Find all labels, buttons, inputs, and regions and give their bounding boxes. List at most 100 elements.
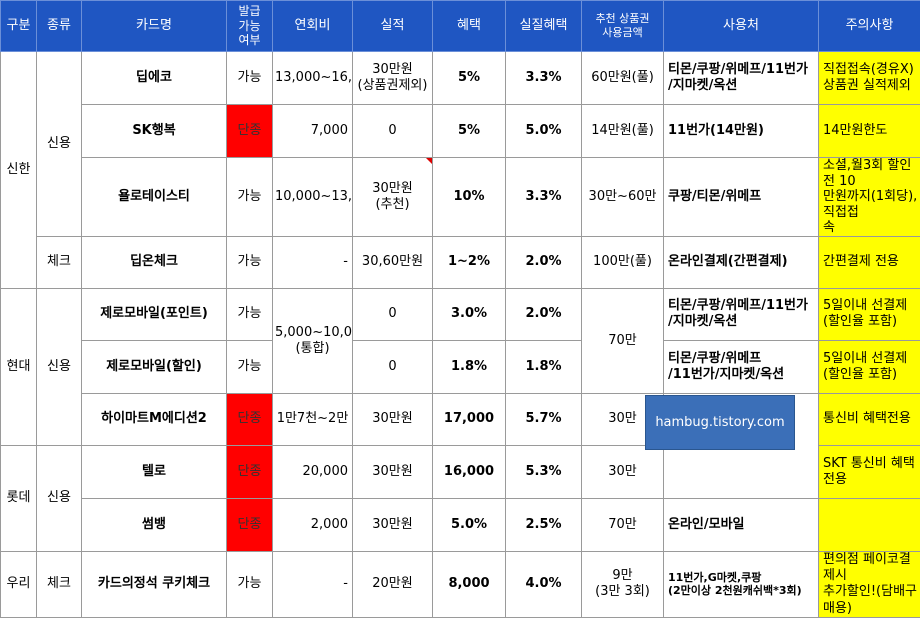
type-cell: 신용	[37, 52, 82, 237]
real-benefit-cell: 5.0%	[506, 105, 582, 158]
card-name-cell: 하이마트M에디션2	[82, 393, 227, 445]
recommended-amount-cell: 70만	[582, 288, 664, 393]
benefit-cell: 5.0%	[433, 498, 506, 551]
benefit-cell: 1.8%	[433, 340, 506, 393]
annual-fee-cell: -	[273, 551, 353, 617]
table-row: 욜로테이스티 가능 10,000~13,000 30만원 (추천) 10% 3.…	[1, 158, 920, 237]
card-name-cell: 텔로	[82, 445, 227, 498]
annual-fee-cell: 20,000	[273, 445, 353, 498]
usage-cell: 11번가,G마켓,쿠팡 (2만이상 2천원캐쉬백*3회)	[664, 551, 819, 617]
note-cell: 5일이내 선결제 (할인율 포함)	[819, 340, 920, 393]
annual-fee-cell: 7,000	[273, 105, 353, 158]
table-row: 현대 신용 제로모바일(포인트) 가능 5,000~10,000 (통합) 0 …	[1, 288, 920, 340]
header-real-benefit: 실질혜택	[506, 1, 582, 52]
real-benefit-cell: 2.0%	[506, 236, 582, 288]
note-cell	[819, 498, 920, 551]
note-cell: 14만원한도	[819, 105, 920, 158]
table-row: 신한 신용 딥에코 가능 13,000~16,000 30만원 (상품권제외) …	[1, 52, 920, 105]
performance-cell: 0	[353, 340, 433, 393]
recommended-amount-cell: 30만~60만	[582, 158, 664, 237]
availability-cell: 가능	[227, 288, 273, 340]
recommended-amount-cell: 9만 (3만 3회)	[582, 551, 664, 617]
annual-fee-cell: 1만7천~2만	[273, 393, 353, 445]
table-row: 체크 딥온체크 가능 - 30,60만원 1~2% 2.0% 100만(풀) 온…	[1, 236, 920, 288]
recommended-amount-cell: 100만(풀)	[582, 236, 664, 288]
availability-cell: 가능	[227, 340, 273, 393]
real-benefit-cell: 3.3%	[506, 52, 582, 105]
card-name-cell: 욜로테이스티	[82, 158, 227, 237]
type-cell: 신용	[37, 288, 82, 445]
benefit-cell: 17,000	[433, 393, 506, 445]
group-cell: 신한	[1, 52, 37, 289]
availability-cell: 단종	[227, 498, 273, 551]
card-name-cell: 카드의정석 쿠키체크	[82, 551, 227, 617]
benefit-cell: 1~2%	[433, 236, 506, 288]
usage-cell: 티몬/쿠팡/위메프/11번가 /지마켓/옥션	[664, 288, 819, 340]
note-cell: 통신비 혜택전용	[819, 393, 920, 445]
note-cell: 5일이내 선결제 (할인율 포함)	[819, 288, 920, 340]
annual-fee-cell: 2,000	[273, 498, 353, 551]
table-row: 제로모바일(할인) 가능 0 1.8% 1.8% 티몬/쿠팡/위메프 /11번가…	[1, 340, 920, 393]
usage-cell: 티몬/쿠팡/위메프/11번가 /지마켓/옥션	[664, 52, 819, 105]
header-group: 구분	[1, 1, 37, 52]
card-name-cell: 제로모바일(포인트)	[82, 288, 227, 340]
performance-cell: 0	[353, 105, 433, 158]
availability-cell: 단종	[227, 105, 273, 158]
table-row: 우리 체크 카드의정석 쿠키체크 가능 - 20만원 8,000 4.0% 9만…	[1, 551, 920, 617]
real-benefit-cell: 3.3%	[506, 158, 582, 237]
header-card-name: 카드명	[82, 1, 227, 52]
annual-fee-cell: 13,000~16,000	[273, 52, 353, 105]
performance-cell: 30만원 (추천)	[353, 158, 433, 237]
header-recommended-amount: 추천 상품권 사용금액	[582, 1, 664, 52]
recommended-amount-cell: 30만	[582, 445, 664, 498]
annual-fee-cell: 10,000~13,000	[273, 158, 353, 237]
group-cell: 현대	[1, 288, 37, 445]
performance-cell: 20만원	[353, 551, 433, 617]
availability-cell: 가능	[227, 551, 273, 617]
benefit-cell: 3.0%	[433, 288, 506, 340]
card-name-cell: 딥온체크	[82, 236, 227, 288]
group-cell: 우리	[1, 551, 37, 617]
availability-cell: 가능	[227, 52, 273, 105]
performance-cell: 30만원	[353, 498, 433, 551]
card-name-cell: 썸뱅	[82, 498, 227, 551]
performance-cell: 30만원	[353, 393, 433, 445]
recommended-amount-cell: 14만원(풀)	[582, 105, 664, 158]
usage-cell: 쿠팡/티몬/위메프	[664, 158, 819, 237]
benefit-cell: 5%	[433, 52, 506, 105]
usage-cell: 온라인결제(간편결제)	[664, 236, 819, 288]
header-notes: 주의사항	[819, 1, 920, 52]
availability-cell: 가능	[227, 236, 273, 288]
card-name-cell: 제로모바일(할인)	[82, 340, 227, 393]
performance-cell: 30만원 (상품권제외)	[353, 52, 433, 105]
recommended-amount-cell: 60만원(풀)	[582, 52, 664, 105]
note-cell: 소셜,월3회 할인전 10 만원까지(1회당),직접접 속	[819, 158, 920, 237]
header-performance: 실적	[353, 1, 433, 52]
real-benefit-cell: 1.8%	[506, 340, 582, 393]
note-cell: 직접접속(경유X) 상품권 실적제외	[819, 52, 920, 105]
table-row: SK행복 단종 7,000 0 5% 5.0% 14만원(풀) 11번가(14만…	[1, 105, 920, 158]
card-name-cell: 딥에코	[82, 52, 227, 105]
annual-fee-cell: -	[273, 236, 353, 288]
watermark-badge: hambug.tistory.com	[645, 395, 795, 450]
benefit-cell: 5%	[433, 105, 506, 158]
note-cell: 편의점 페이코결제시 추가할인!(담배구매용)	[819, 551, 920, 617]
header-availability: 발급 가능 여부	[227, 1, 273, 52]
header-usage: 사용처	[664, 1, 819, 52]
real-benefit-cell: 4.0%	[506, 551, 582, 617]
note-cell: 간편결제 전용	[819, 236, 920, 288]
usage-cell: 11번가(14만원)	[664, 105, 819, 158]
type-cell: 체크	[37, 236, 82, 288]
header-annual-fee: 연회비	[273, 1, 353, 52]
real-benefit-cell: 2.5%	[506, 498, 582, 551]
recommended-amount-cell: 70만	[582, 498, 664, 551]
benefit-cell: 16,000	[433, 445, 506, 498]
usage-cell: 티몬/쿠팡/위메프 /11번가/지마켓/옥션	[664, 340, 819, 393]
group-cell: 롯데	[1, 445, 37, 551]
performance-cell: 0	[353, 288, 433, 340]
type-cell: 신용	[37, 445, 82, 551]
header-row: 구분 종류 카드명 발급 가능 여부 연회비 실적 혜택 실질혜택 추천 상품권…	[1, 1, 920, 52]
benefit-cell: 10%	[433, 158, 506, 237]
header-benefit: 혜택	[433, 1, 506, 52]
